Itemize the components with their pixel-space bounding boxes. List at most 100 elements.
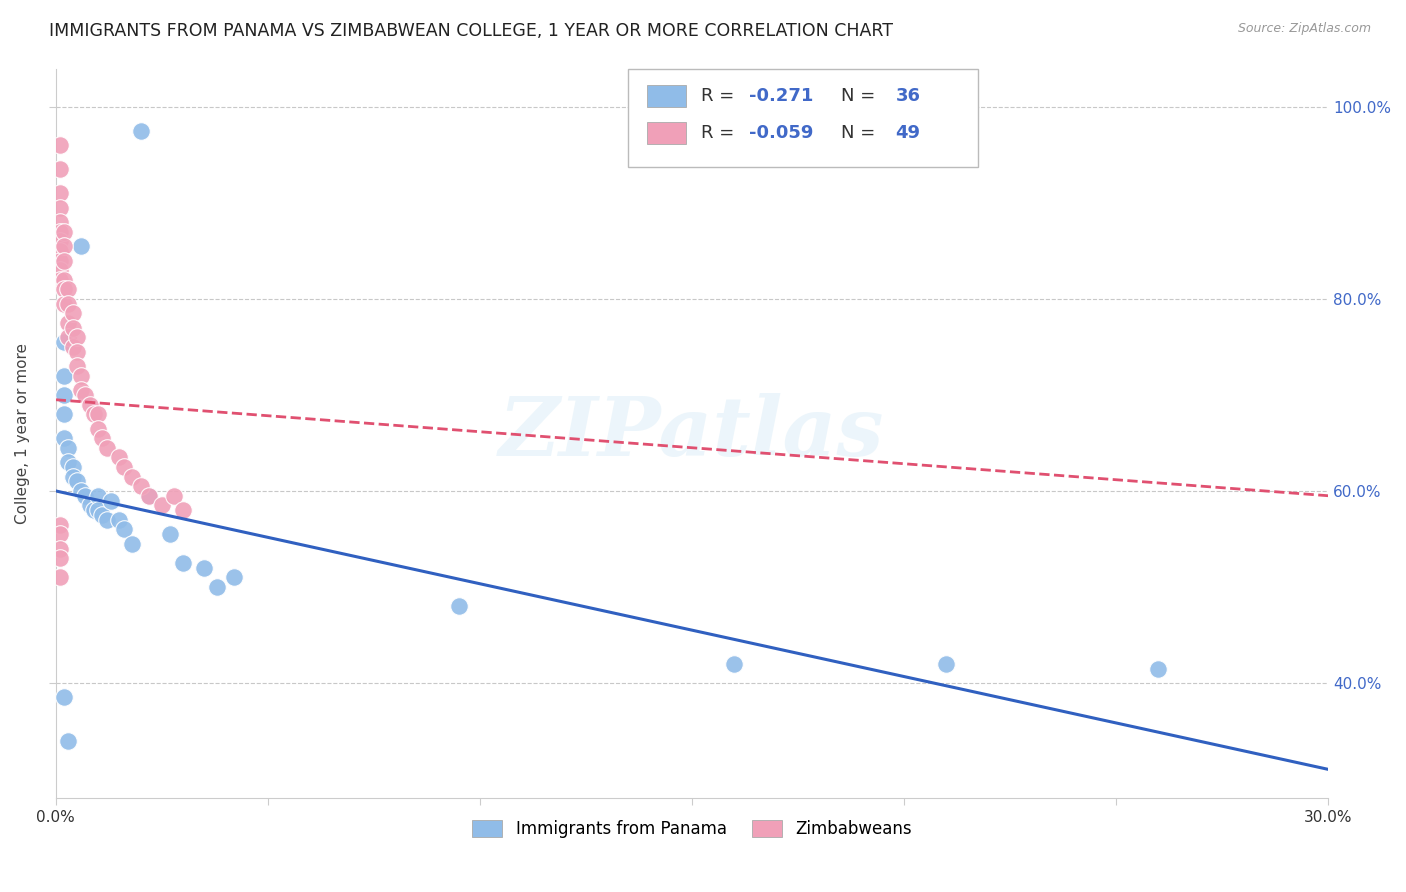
Point (935, 657, 957, 671)
Point (108, 450, 131, 465)
Text: IMMIGRANTS FROM PANAMA VS ZIMBABWEAN COLLEGE, 1 YEAR OR MORE CORRELATION CHART: IMMIGRANTS FROM PANAMA VS ZIMBABWEAN COL… (49, 22, 893, 40)
Point (121, 469, 143, 483)
Point (87, 489, 110, 503)
Point (75, 388, 97, 402)
Point (49, 244, 72, 258)
Legend: Immigrants from Panama, Zimbabweans: Immigrants from Panama, Zimbabweans (465, 813, 918, 845)
Point (53, 273, 76, 287)
Point (53, 253, 76, 268)
Y-axis label: College, 1 year or more: College, 1 year or more (15, 343, 30, 524)
Point (49, 225, 72, 239)
Point (53, 225, 76, 239)
Point (53, 407, 76, 421)
Text: Source: ZipAtlas.com: Source: ZipAtlas.com (1237, 22, 1371, 36)
Point (91, 431, 114, 445)
Point (49, 527, 72, 541)
Point (172, 503, 194, 517)
FancyBboxPatch shape (647, 122, 686, 144)
Point (159, 527, 181, 541)
Point (100, 493, 122, 508)
Point (53, 282, 76, 296)
Point (58, 441, 80, 455)
Point (58, 455, 80, 469)
FancyBboxPatch shape (647, 86, 686, 107)
Text: -0.059: -0.059 (749, 124, 814, 142)
Point (49, 517, 72, 532)
Point (53, 431, 76, 445)
FancyBboxPatch shape (628, 69, 979, 167)
Point (66, 330, 89, 344)
Point (723, 657, 745, 671)
Point (66, 475, 89, 489)
Point (53, 690, 76, 705)
Point (53, 335, 76, 350)
Point (53, 388, 76, 402)
Point (58, 282, 80, 296)
Point (129, 479, 152, 493)
Point (222, 570, 245, 584)
Point (87, 421, 110, 435)
Point (58, 297, 80, 311)
Text: 36: 36 (896, 87, 921, 105)
Point (49, 201, 72, 215)
Point (62, 306, 84, 320)
Text: R =: R = (700, 87, 740, 105)
Text: N =: N = (841, 124, 880, 142)
Point (62, 340, 84, 354)
Point (172, 556, 194, 570)
Text: ZIPatlas: ZIPatlas (499, 393, 884, 474)
Point (49, 138, 72, 153)
Point (49, 273, 72, 287)
Point (49, 215, 72, 229)
Point (70, 368, 93, 383)
Point (121, 537, 143, 551)
Point (49, 162, 72, 177)
Text: 49: 49 (896, 124, 921, 142)
Point (75, 489, 97, 503)
Point (62, 320, 84, 334)
Point (49, 186, 72, 201)
Point (79, 499, 101, 513)
Point (53, 239, 76, 253)
Point (447, 599, 470, 614)
Point (49, 253, 72, 268)
Point (87, 503, 110, 517)
Point (62, 459, 84, 474)
Point (49, 551, 72, 566)
Point (138, 489, 160, 503)
Point (205, 580, 228, 594)
Point (58, 330, 80, 344)
Text: R =: R = (700, 124, 740, 142)
Point (58, 733, 80, 747)
Point (87, 407, 110, 421)
Text: N =: N = (841, 87, 880, 105)
Point (49, 235, 72, 249)
Point (49, 570, 72, 584)
Point (108, 513, 131, 527)
Point (83, 503, 105, 517)
Text: -0.271: -0.271 (749, 87, 814, 105)
Point (70, 383, 93, 397)
Point (112, 459, 135, 474)
Point (66, 359, 89, 373)
Point (70, 483, 93, 498)
Point (70, 239, 93, 253)
Point (129, 124, 152, 138)
Point (49, 541, 72, 556)
Point (96, 513, 118, 527)
Point (53, 368, 76, 383)
Point (1147, 661, 1170, 675)
Point (150, 499, 173, 513)
Point (163, 489, 186, 503)
Point (96, 441, 118, 455)
Point (79, 398, 101, 412)
Point (138, 489, 160, 503)
Point (112, 522, 135, 536)
Point (91, 508, 114, 522)
Point (83, 407, 105, 421)
Point (62, 469, 84, 483)
Point (58, 316, 80, 330)
Point (53, 297, 76, 311)
Point (49, 263, 72, 277)
Point (193, 560, 215, 574)
